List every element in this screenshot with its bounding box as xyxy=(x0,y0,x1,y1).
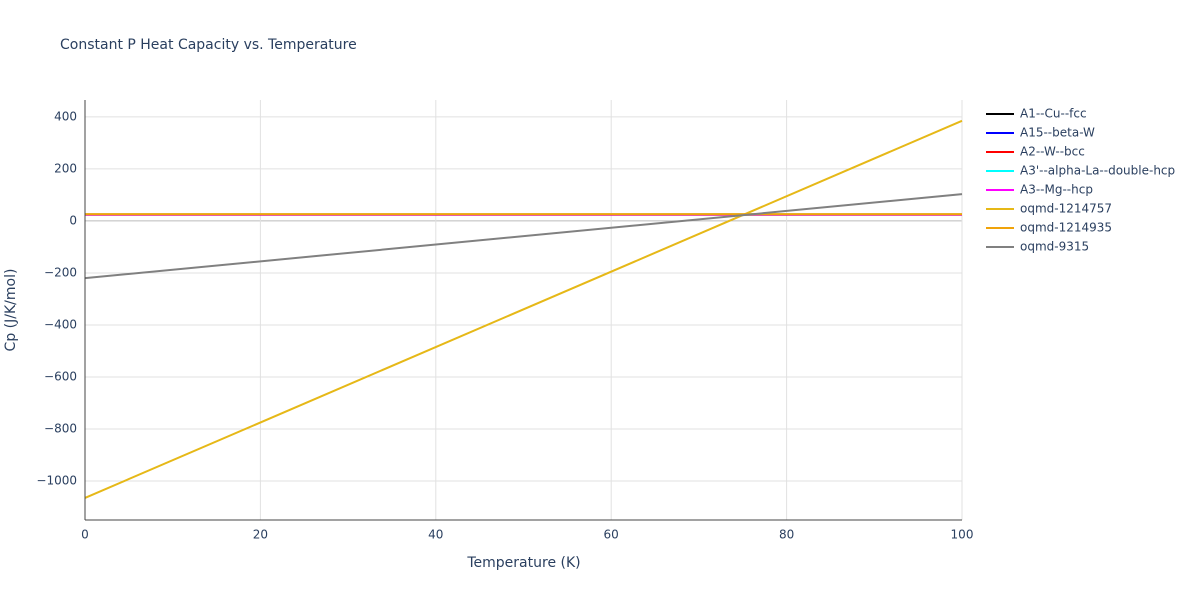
legend-label: oqmd-1214935 xyxy=(1020,221,1112,235)
legend-label: oqmd-1214757 xyxy=(1020,202,1112,216)
plot-lines xyxy=(84,119,963,499)
grid xyxy=(84,100,963,520)
legend-label: A3'--alpha-La--double-hcp xyxy=(1020,164,1175,178)
y-tick-label: 200 xyxy=(54,161,77,175)
legend-label: A3--Mg--hcp xyxy=(1020,183,1093,197)
legend-label: A15--beta-W xyxy=(1020,126,1095,140)
y-tick-label: −600 xyxy=(44,369,77,383)
x-axis-title: Temperature (K) xyxy=(466,555,580,571)
legend: A1--Cu--fcc A15--beta-W A2--W--bcc A3'--alp… xyxy=(986,107,1175,254)
y-tick-label: 400 xyxy=(54,109,77,123)
x-tick-label: 100 xyxy=(951,528,974,542)
y-tick-label: −1000 xyxy=(36,473,77,487)
legend-label: oqmd-9315 xyxy=(1020,240,1089,254)
legend-label: A2--W--bcc xyxy=(1020,145,1085,159)
chart-title: Constant P Heat Capacity vs. Temperature xyxy=(60,37,357,53)
y-tick-label: −200 xyxy=(44,265,77,279)
x-tick-label: 60 xyxy=(604,528,619,542)
x-tick-label: 40 xyxy=(428,528,443,542)
y-tick-label: −800 xyxy=(44,421,77,435)
x-tick-label: 20 xyxy=(253,528,268,542)
y-axis-title: Cp (J/K/mol) xyxy=(3,269,19,352)
y-tick-label: −400 xyxy=(44,317,77,331)
legend-label: A1--Cu--fcc xyxy=(1020,107,1087,121)
x-tick-label: 0 xyxy=(81,528,89,542)
y-tick-label: 0 xyxy=(69,213,77,227)
series-line xyxy=(84,193,963,280)
series-line xyxy=(84,119,963,499)
x-tick-label: 80 xyxy=(779,528,794,542)
